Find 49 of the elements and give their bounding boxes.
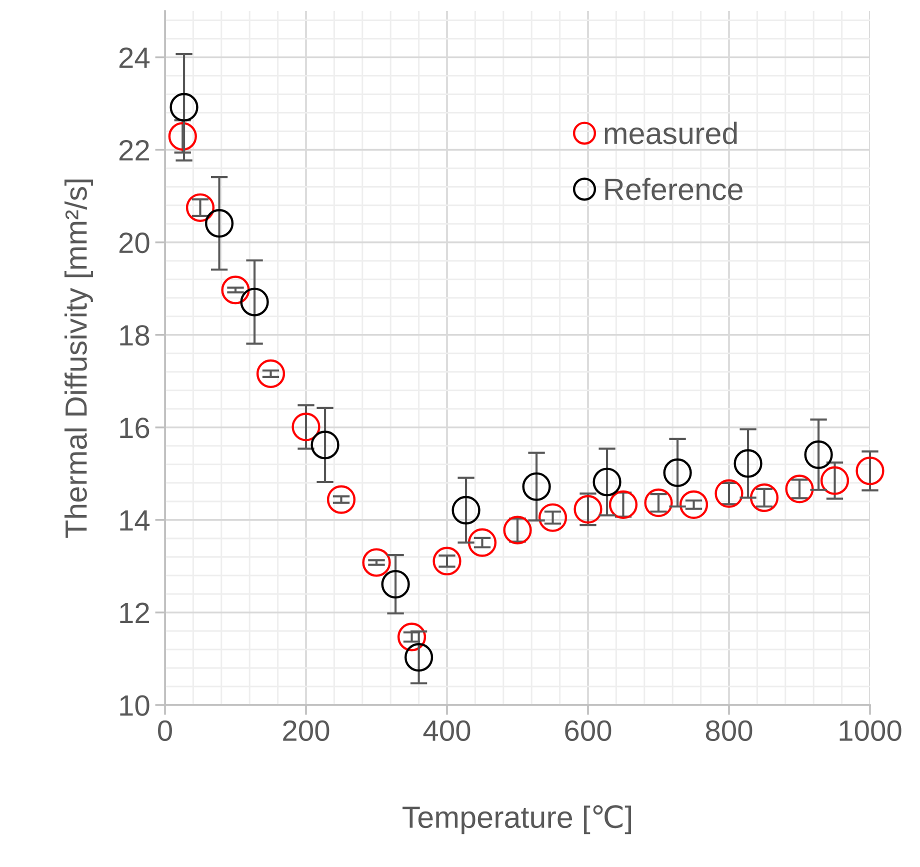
point bbox=[221, 276, 250, 304]
point bbox=[750, 483, 779, 512]
point bbox=[310, 430, 340, 460]
y-tick-label: 24 bbox=[119, 47, 150, 68]
point bbox=[404, 643, 434, 672]
x-tick-label: 1000 bbox=[840, 720, 902, 742]
point bbox=[204, 209, 234, 238]
point bbox=[538, 503, 568, 532]
point bbox=[170, 92, 198, 122]
y-tick-label: 18 bbox=[120, 325, 150, 346]
point bbox=[432, 546, 462, 576]
point bbox=[452, 496, 480, 525]
y-tick-label: 10 bbox=[120, 695, 150, 716]
x-tick-label: 200 bbox=[283, 720, 330, 742]
y-tick-label: 14 bbox=[120, 510, 150, 530]
point bbox=[256, 359, 286, 388]
point bbox=[574, 494, 602, 524]
point bbox=[468, 528, 497, 557]
x-tick-label: 0 bbox=[158, 720, 172, 742]
point bbox=[292, 412, 320, 442]
point bbox=[186, 193, 215, 222]
legend-label: Reference bbox=[605, 178, 742, 200]
y-tick-label: 20 bbox=[119, 232, 150, 254]
x-axis-title: Temperature [℃] bbox=[402, 805, 631, 834]
point bbox=[644, 488, 673, 518]
y-tick-label: 22 bbox=[119, 140, 149, 160]
y-axis-title: Thermal Diffusivity [mm²/s] bbox=[64, 180, 93, 538]
legend-label: measured bbox=[604, 122, 737, 144]
point bbox=[856, 456, 884, 486]
point bbox=[592, 468, 622, 496]
point bbox=[820, 466, 850, 495]
y-tick-label: 16 bbox=[120, 418, 150, 438]
y-tick-label: 12 bbox=[120, 602, 149, 624]
point bbox=[326, 485, 356, 514]
point bbox=[522, 472, 551, 501]
point bbox=[381, 570, 410, 599]
point bbox=[679, 490, 708, 519]
point bbox=[734, 449, 762, 478]
x-tick-label: 600 bbox=[565, 720, 612, 742]
point bbox=[362, 548, 391, 577]
point bbox=[714, 479, 744, 508]
x-tick-label: 800 bbox=[706, 720, 752, 742]
point bbox=[397, 622, 426, 652]
point bbox=[663, 458, 692, 488]
point bbox=[168, 122, 197, 151]
point bbox=[240, 288, 269, 316]
point bbox=[804, 440, 833, 469]
x-tick-label: 400 bbox=[423, 720, 470, 742]
point bbox=[785, 474, 814, 504]
